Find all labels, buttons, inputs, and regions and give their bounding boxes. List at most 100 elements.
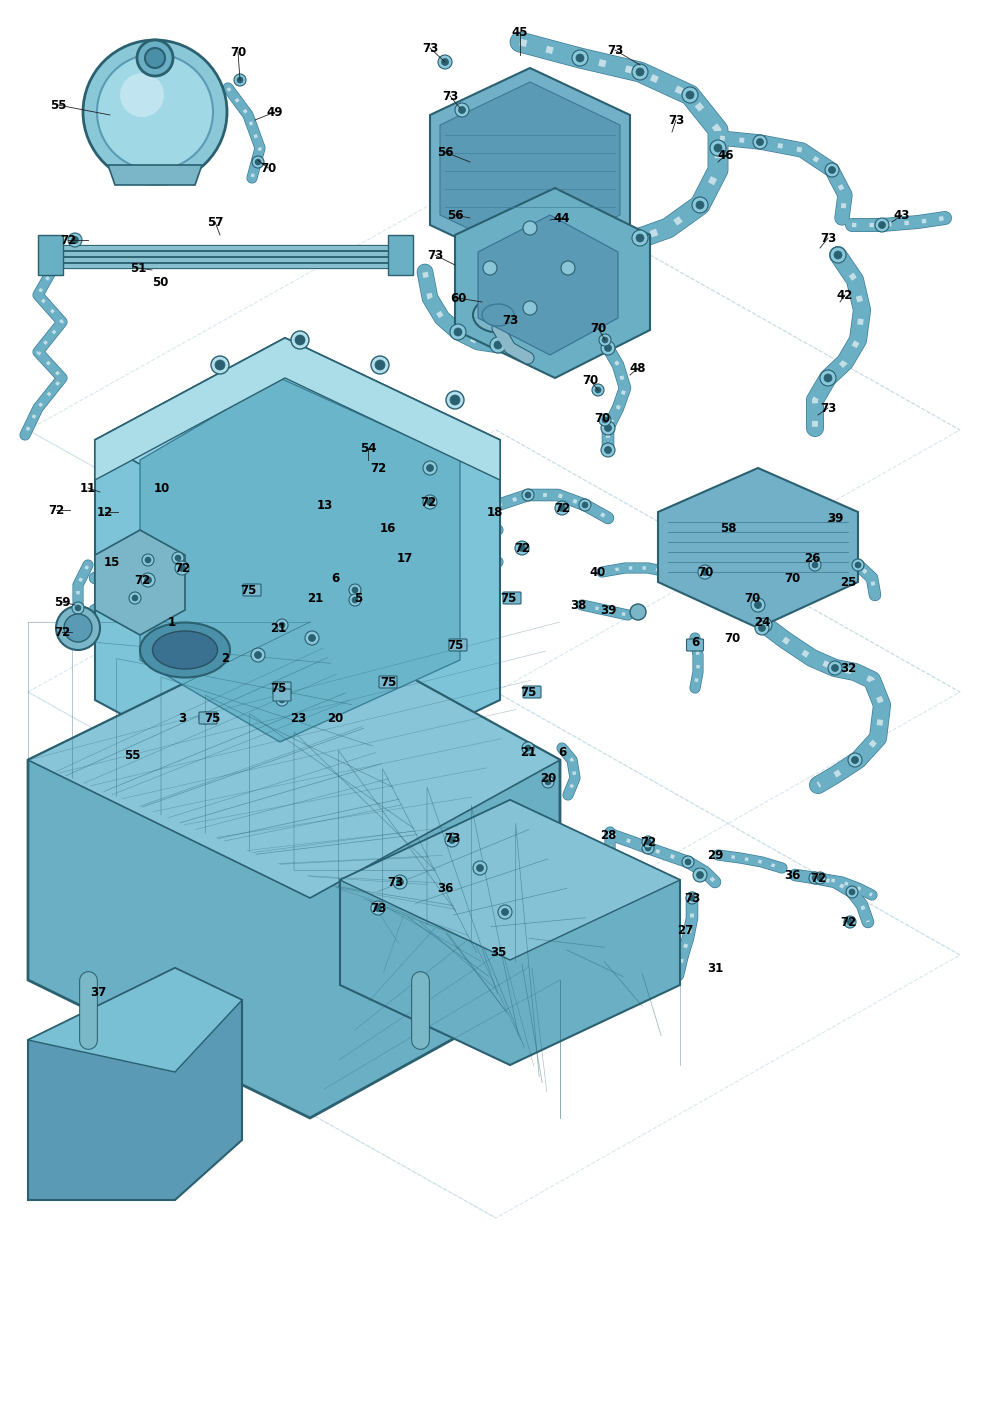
Circle shape	[592, 384, 604, 396]
Circle shape	[817, 875, 823, 881]
Circle shape	[132, 595, 138, 600]
Text: 6: 6	[558, 745, 566, 759]
Circle shape	[450, 396, 460, 405]
Polygon shape	[95, 338, 500, 803]
FancyBboxPatch shape	[686, 638, 703, 651]
Circle shape	[525, 745, 531, 751]
Text: 70: 70	[230, 45, 246, 59]
Text: 26: 26	[804, 551, 820, 564]
Circle shape	[604, 446, 611, 453]
Text: 6: 6	[331, 571, 339, 585]
Circle shape	[554, 325, 562, 334]
Text: 70: 70	[744, 592, 760, 605]
Circle shape	[172, 551, 184, 564]
Circle shape	[179, 564, 186, 571]
Polygon shape	[140, 377, 460, 742]
Circle shape	[814, 873, 826, 884]
Circle shape	[576, 53, 584, 62]
Circle shape	[502, 909, 509, 916]
Circle shape	[68, 233, 82, 247]
Circle shape	[809, 873, 821, 884]
Circle shape	[423, 462, 437, 476]
Text: 57: 57	[206, 216, 223, 229]
Circle shape	[349, 593, 361, 606]
Circle shape	[255, 159, 261, 166]
Circle shape	[751, 598, 765, 612]
Circle shape	[759, 624, 766, 631]
Bar	[388, 234, 413, 275]
Text: 40: 40	[590, 565, 606, 578]
Ellipse shape	[482, 304, 514, 325]
Circle shape	[636, 67, 644, 76]
Text: 73: 73	[668, 114, 684, 126]
Circle shape	[830, 247, 846, 262]
Circle shape	[393, 875, 407, 890]
Circle shape	[397, 878, 404, 885]
Circle shape	[252, 156, 264, 168]
Circle shape	[879, 222, 886, 229]
Circle shape	[692, 196, 708, 213]
Text: 72: 72	[370, 462, 386, 474]
Circle shape	[494, 341, 502, 349]
Circle shape	[375, 905, 382, 912]
Circle shape	[686, 91, 694, 100]
Circle shape	[602, 417, 608, 422]
Circle shape	[438, 55, 452, 69]
Circle shape	[755, 602, 762, 609]
Polygon shape	[108, 166, 202, 185]
Text: 72: 72	[554, 501, 570, 515]
Text: 55: 55	[124, 748, 140, 762]
Text: 12: 12	[97, 505, 113, 519]
Text: 70: 70	[260, 161, 276, 174]
Ellipse shape	[473, 297, 523, 333]
Text: 16: 16	[380, 522, 396, 535]
Circle shape	[582, 502, 588, 508]
Polygon shape	[340, 800, 680, 960]
Circle shape	[844, 916, 856, 927]
Circle shape	[595, 387, 601, 393]
Text: 70: 70	[590, 321, 606, 334]
Circle shape	[522, 490, 534, 501]
Circle shape	[309, 634, 315, 641]
Polygon shape	[95, 530, 185, 636]
Text: 60: 60	[449, 292, 466, 304]
Text: 72: 72	[640, 836, 656, 849]
Text: 73: 73	[427, 248, 443, 261]
Circle shape	[441, 59, 448, 66]
Circle shape	[255, 651, 262, 658]
Text: 56: 56	[446, 209, 463, 222]
FancyBboxPatch shape	[243, 584, 261, 596]
Circle shape	[812, 875, 818, 881]
Text: 72: 72	[60, 233, 76, 247]
Circle shape	[279, 622, 285, 629]
Text: 39: 39	[826, 512, 843, 525]
Bar	[38, 234, 63, 275]
Circle shape	[632, 65, 648, 80]
Circle shape	[758, 617, 772, 631]
Text: 27: 27	[677, 923, 693, 936]
Circle shape	[455, 102, 469, 116]
Text: 42: 42	[837, 289, 853, 302]
Circle shape	[445, 833, 459, 847]
Text: 75: 75	[500, 592, 516, 605]
Circle shape	[824, 375, 832, 382]
FancyBboxPatch shape	[273, 689, 291, 702]
Circle shape	[599, 414, 611, 427]
Text: 39: 39	[600, 603, 616, 616]
Text: 72: 72	[48, 504, 64, 516]
Text: 73: 73	[441, 90, 458, 102]
Polygon shape	[440, 81, 620, 258]
Circle shape	[97, 53, 213, 170]
Text: 45: 45	[512, 25, 529, 38]
Circle shape	[72, 602, 84, 615]
FancyBboxPatch shape	[379, 676, 397, 687]
Circle shape	[145, 48, 165, 67]
Text: 73: 73	[607, 43, 623, 56]
Circle shape	[276, 694, 288, 706]
Text: 72: 72	[840, 916, 856, 929]
Circle shape	[682, 856, 694, 868]
Circle shape	[454, 328, 462, 335]
Circle shape	[696, 201, 704, 209]
Circle shape	[698, 565, 712, 579]
FancyBboxPatch shape	[273, 682, 291, 694]
